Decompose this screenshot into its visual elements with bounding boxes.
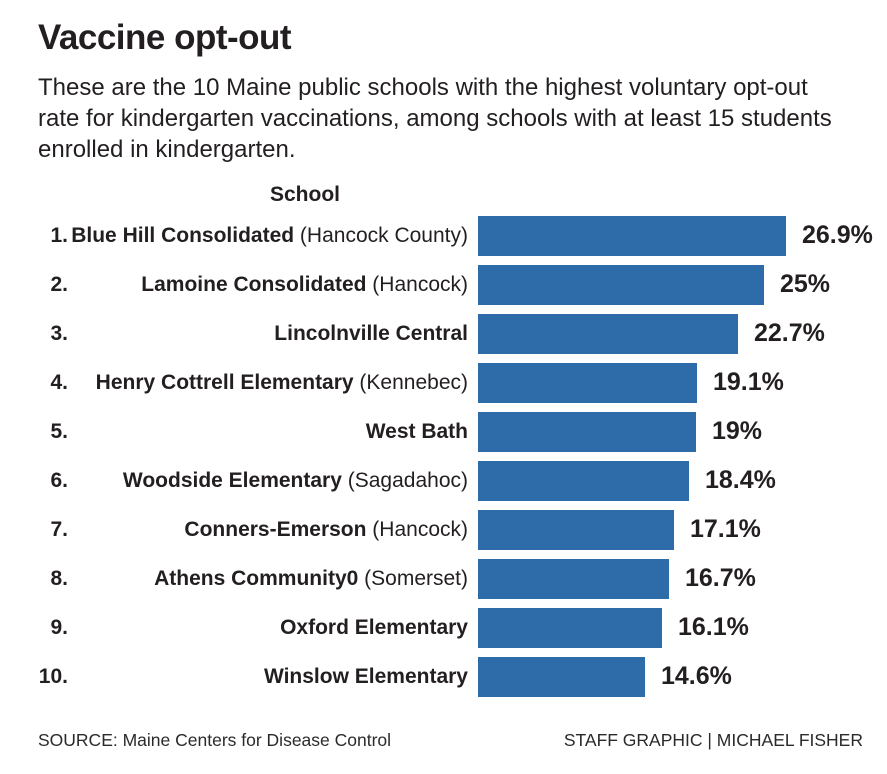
table-row: 5. West Bath 19% [38,407,887,456]
row-value-label: 26.9% [802,221,873,249]
row-school-name: Winslow Elementary [263,664,468,688]
row-rank: 5. [50,419,68,443]
footer: SOURCE: Maine Centers for Disease Contro… [38,730,863,751]
row-rank: 2. [50,272,68,296]
row-bar-zone: 19.1% [478,362,887,403]
row-school-name: Athens Community0 [154,566,359,590]
table-row: 7. Conners-Emerson (Hancock) 17.1% [38,505,887,554]
row-bar [478,656,645,697]
row-bar [478,460,689,501]
table-row: 1. Blue Hill Consolidated (Hancock Count… [38,211,887,260]
row-bar [478,362,697,403]
row-rank: 1. [50,223,68,247]
row-school-name: Lincolnville Central [274,321,468,345]
row-bar-zone: 19% [478,411,887,452]
row-rank: 9. [50,615,68,639]
row-school-name: Henry Cottrell Elementary [95,370,354,394]
row-bar-zone: 25% [478,264,887,305]
row-bar [478,215,786,256]
row-value-label: 16.1% [678,613,749,641]
table-row: 8. Athens Community0 (Somerset) 16.7% [38,554,887,603]
staff-credit: STAFF GRAPHIC | MICHAEL FISHER [563,730,863,750]
row-county: (Kennebec) [353,370,468,394]
school-column-header: School [269,183,340,206]
chart-subtitle: These are the 10 Maine public schools wi… [38,74,832,163]
row-value-label: 22.7% [754,319,825,347]
row-bar-zone: 17.1% [478,509,887,550]
row-rank: 4. [50,370,68,394]
row-rank: 3. [50,321,68,345]
row-county: (Hancock County) [294,223,468,247]
row-bar [478,313,738,354]
row-rank: 8. [50,566,68,590]
row-rank: 7. [50,517,68,541]
row-label: Lamoine Consolidated (Hancock) [68,273,468,297]
row-school-name: Woodside Elementary [122,468,342,492]
row-rank: 10. [38,664,68,688]
row-school-name: Oxford Elementary [280,615,468,639]
row-bar-zone: 16.1% [478,607,887,648]
row-label: West Bath [68,420,468,444]
row-bar [478,607,662,648]
row-county: (Hancock) [366,272,468,296]
row-school-name: Conners-Emerson [184,517,367,541]
row-label: Henry Cottrell Elementary (Kennebec) [68,371,468,395]
row-school-name: Blue Hill Consolidated [71,223,295,247]
row-bar-zone: 14.6% [478,656,887,697]
row-label: Athens Community0 (Somerset) [68,567,468,591]
row-bar [478,558,669,599]
row-label: Oxford Elementary [68,616,468,640]
row-label: Winslow Elementary [68,665,468,689]
table-row: 4. Henry Cottrell Elementary (Kennebec) … [38,358,887,407]
row-bar-zone: 22.7% [478,313,887,354]
page-title: Vaccine opt-out [38,18,292,57]
row-value-label: 16.7% [685,564,756,592]
row-label: Lincolnville Central [68,322,468,346]
table-row: 9. Oxford Elementary 16.1% [38,603,887,652]
row-rank: 6. [50,468,68,492]
row-bar-zone: 16.7% [478,558,887,599]
row-bar [478,411,696,452]
row-school-name: Lamoine Consolidated [141,272,367,296]
row-label: Conners-Emerson (Hancock) [68,518,468,542]
table-row: 10. Winslow Elementary 14.6% [38,652,887,701]
row-bar-zone: 18.4% [478,460,887,501]
bar-chart: School 1. Blue Hill Consolidated (Hancoc… [38,179,887,701]
row-county: (Somerset) [358,566,468,590]
table-row: 3. Lincolnville Central 22.7% [38,309,887,358]
row-value-label: 18.4% [705,466,776,494]
row-label: Blue Hill Consolidated (Hancock County) [68,224,468,248]
table-row: 2. Lamoine Consolidated (Hancock) 25% [38,260,887,309]
table-row: 6. Woodside Elementary (Sagadahoc) 18.4% [38,456,887,505]
column-header-row: School [38,179,887,207]
row-bar [478,264,764,305]
row-value-label: 17.1% [690,515,761,543]
row-bar-zone: 26.9% [478,215,887,256]
row-school-name: West Bath [365,419,468,443]
bar-chart-rows: 1. Blue Hill Consolidated (Hancock Count… [38,211,887,701]
row-label: Woodside Elementary (Sagadahoc) [68,469,468,493]
row-value-label: 19.1% [713,368,784,396]
source-credit: SOURCE: Maine Centers for Disease Contro… [38,730,392,750]
row-county: (Sagadahoc) [341,468,468,492]
row-bar [478,509,674,550]
row-value-label: 25% [780,270,831,298]
row-value-label: 14.6% [661,662,732,690]
row-value-label: 19% [712,417,763,445]
row-county: (Hancock) [366,517,468,541]
